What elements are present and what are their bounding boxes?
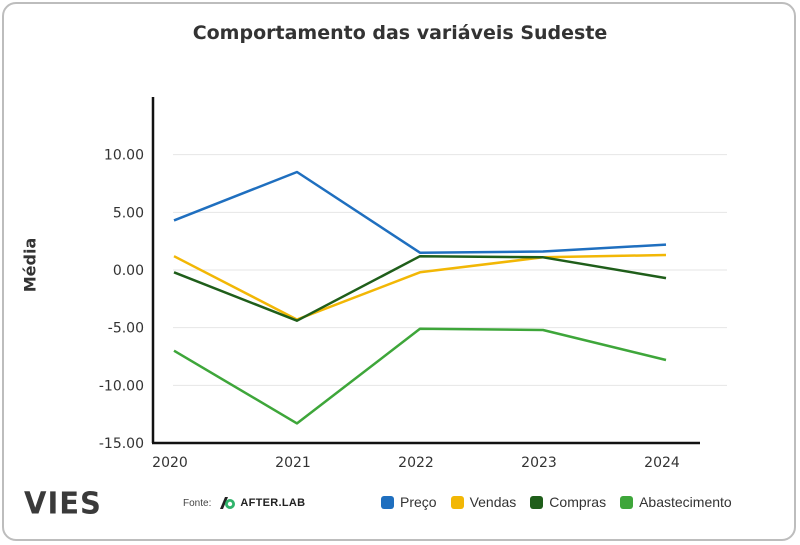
x-tick-label: 2020 xyxy=(152,455,188,471)
legend-swatch xyxy=(620,495,634,509)
legend-label: Vendas xyxy=(469,494,517,510)
legend-swatch xyxy=(381,495,394,509)
source-label: Fonte: xyxy=(183,497,212,509)
vies-logo: VIES xyxy=(24,485,102,521)
y-tick-label: -5.00 xyxy=(108,321,144,337)
y-tick-label: 5.00 xyxy=(113,205,144,221)
x-tick-labels: 2020 2021 2022 2023 2024 xyxy=(152,455,680,471)
y-tick-labels: -15.00 -10.00 -5.00 0.00 5.00 10.00 xyxy=(99,148,144,452)
legend-swatch xyxy=(530,495,544,509)
x-tick-label: 2022 xyxy=(398,455,434,471)
legend-item[interactable]: Preço xyxy=(381,494,437,510)
legend-swatch xyxy=(450,495,464,509)
series-line-compras xyxy=(173,254,667,322)
gridlines xyxy=(173,154,727,386)
x-tick-label: 2021 xyxy=(275,455,311,471)
afterlab-text: AFTER.LAB xyxy=(240,497,306,509)
afterlab-icon xyxy=(220,497,236,509)
y-tick-label: -10.00 xyxy=(99,378,144,394)
legend-item[interactable]: Vendas xyxy=(450,494,517,510)
legend-label: Abastecimento xyxy=(639,494,732,510)
legend-label: Preço xyxy=(400,494,437,510)
afterlab-logo: AFTER.LAB xyxy=(217,495,305,511)
source-credit: Fonte: AFTER.LAB xyxy=(183,495,305,511)
y-tick-label: -15.00 xyxy=(99,436,144,452)
x-tick-label: 2024 xyxy=(644,455,680,471)
legend-label: Compras xyxy=(549,494,607,510)
series-lines xyxy=(173,170,667,425)
series-line-preço xyxy=(173,170,667,254)
chart-title: Comportamento das variáveis Sudeste xyxy=(192,22,608,44)
y-tick-label: 10.00 xyxy=(104,148,144,164)
legend-item[interactable]: Compras xyxy=(530,494,606,510)
series-line-abastecimento xyxy=(173,327,667,425)
legend-item[interactable]: Abastecimento xyxy=(620,494,732,510)
x-tick-label: 2023 xyxy=(521,455,557,471)
series-line-vendas xyxy=(173,253,667,321)
chart-legend: Preço Vendas Compras Abastecimento xyxy=(381,494,732,510)
y-tick-label: 0.00 xyxy=(113,263,144,279)
